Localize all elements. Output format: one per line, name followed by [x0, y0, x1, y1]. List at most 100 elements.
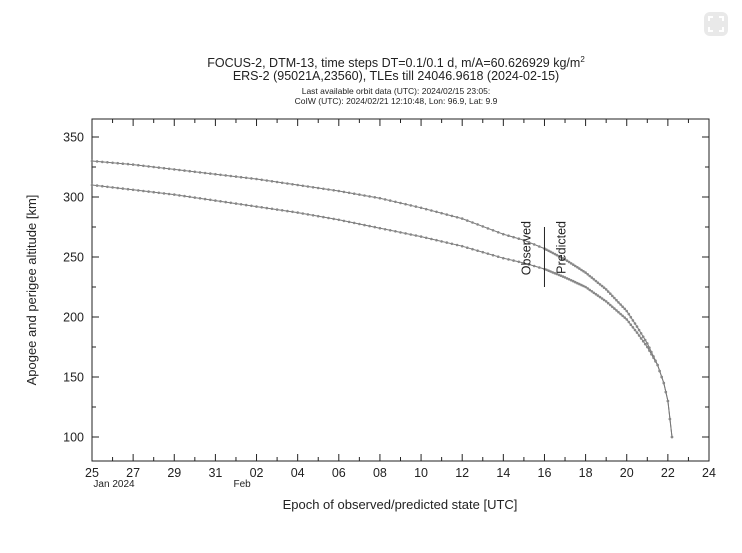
series-point [635, 325, 639, 328]
series-point [517, 260, 521, 264]
chart-title-line1: FOCUS-2, DTM-13, time steps DT=0.1/0.1 d… [207, 55, 585, 70]
chart-title-line4: CoIW (UTC): 2024/02/21 12:10:48, Lon: 96… [295, 96, 498, 106]
series-point [173, 168, 176, 171]
series-point [662, 381, 666, 385]
series-point [90, 159, 94, 163]
expand-button[interactable] [704, 12, 728, 36]
series-point [342, 190, 346, 194]
series-point [641, 339, 645, 343]
series-point [342, 219, 346, 223]
series-point [565, 277, 569, 280]
series-point [646, 345, 649, 349]
series-point [265, 206, 269, 210]
series-point [203, 197, 207, 201]
series-point [378, 196, 382, 200]
series-point [555, 253, 559, 257]
series-point [399, 201, 402, 205]
series-point [617, 301, 620, 304]
x-tick-label: 29 [167, 466, 181, 480]
series-point [404, 232, 407, 235]
series-point [625, 318, 628, 321]
series-point [596, 294, 600, 297]
series-point [404, 202, 407, 206]
series-point [481, 250, 485, 254]
series-point [358, 193, 361, 196]
series-point [311, 214, 315, 217]
x-tick-label: 14 [496, 466, 510, 480]
series-point [111, 186, 114, 189]
series-point [586, 287, 589, 290]
series-point [637, 334, 641, 337]
observed-label: Observed [519, 221, 533, 275]
series-point [316, 214, 320, 218]
y-axis-label: Apogee and perigee altitude [km] [24, 195, 39, 386]
series-point [409, 233, 413, 236]
series-point [311, 186, 315, 189]
series-point [584, 271, 587, 274]
series-point [613, 307, 616, 310]
series-point [430, 209, 433, 212]
series-point [547, 269, 550, 273]
series-point [656, 363, 659, 367]
series-point [590, 290, 594, 293]
series-point [648, 349, 651, 352]
series-point [173, 193, 176, 196]
series-point [424, 207, 428, 211]
series-point [419, 206, 423, 210]
series-point [522, 238, 526, 242]
series-point [611, 294, 614, 298]
series-point [296, 183, 300, 187]
series-point [322, 215, 325, 219]
series-point [549, 250, 552, 254]
series-point [627, 320, 631, 324]
series-point [260, 206, 264, 209]
series-point [188, 195, 191, 199]
series-point [414, 234, 418, 237]
series-point [481, 225, 485, 228]
series-point [373, 225, 377, 229]
month-label: Feb [234, 479, 252, 490]
series-point [270, 180, 274, 183]
x-tick-label: 18 [579, 466, 593, 480]
series-point [244, 203, 248, 207]
series-point [660, 375, 663, 379]
series-point [162, 192, 166, 195]
series-point [592, 278, 596, 281]
series-point [666, 399, 670, 403]
series-point [606, 290, 610, 293]
series-point [414, 205, 418, 208]
series-point [409, 204, 413, 207]
series-point [332, 217, 336, 221]
series-point [582, 270, 585, 273]
series-point [600, 284, 604, 288]
series-point [572, 263, 575, 267]
series-point [131, 188, 135, 192]
series-point [590, 276, 594, 279]
y-tick-label: 300 [63, 191, 84, 205]
series-point [545, 248, 548, 251]
series-point [183, 194, 186, 198]
series-point [209, 198, 212, 202]
series-point [569, 262, 573, 265]
series-point [178, 168, 181, 172]
series-point [551, 271, 554, 274]
series-point [250, 204, 253, 208]
series-point [95, 160, 99, 163]
series-line-0 [91, 160, 673, 438]
series-point [592, 291, 596, 295]
series-point [654, 360, 657, 363]
series-point [255, 177, 258, 181]
series-point [491, 253, 495, 257]
series-point [609, 292, 612, 296]
series-point [424, 236, 428, 240]
series-point [255, 205, 258, 208]
month-label: Jan 2024 [93, 479, 135, 490]
series-point [352, 192, 356, 195]
series-point [517, 237, 521, 240]
series-point [491, 229, 495, 232]
series-point [388, 199, 392, 202]
series-point [574, 280, 577, 284]
series-point [635, 331, 639, 334]
series-point [301, 212, 305, 215]
